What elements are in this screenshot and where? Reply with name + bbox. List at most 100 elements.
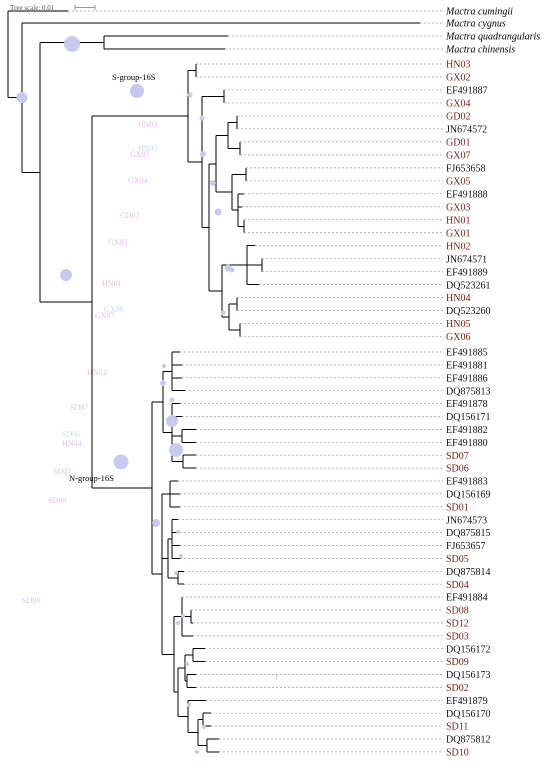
support-node-16 xyxy=(220,310,226,316)
support-node-20 xyxy=(176,530,180,534)
tip-label: HN03 xyxy=(446,60,470,71)
tip-label: GX02 xyxy=(446,73,470,84)
ghost-label: GX03 xyxy=(108,238,128,247)
ghost-label: HN03 xyxy=(138,120,158,129)
support-node-26 xyxy=(195,750,199,754)
tip-label: EF491882 xyxy=(446,425,488,436)
tip-label: GX01 xyxy=(446,228,470,239)
tip-label: DQ156171 xyxy=(446,412,490,423)
tip-label: GD02 xyxy=(446,112,470,123)
ghost-label: SD06 xyxy=(62,430,80,439)
support-node-15 xyxy=(187,92,193,98)
tip-label: SD06 xyxy=(446,464,469,475)
ghost-label: I xyxy=(275,673,278,682)
support-node-10 xyxy=(200,151,206,157)
ghost-label: HN02 xyxy=(87,368,107,377)
support-node-17 xyxy=(199,115,205,121)
tip-label: SD08 xyxy=(446,606,469,617)
support-node-2 xyxy=(64,36,80,52)
ghost-label: GD02 xyxy=(120,211,140,220)
support-node-9 xyxy=(152,519,160,527)
tip-label: GX05 xyxy=(446,176,470,187)
support-node-6 xyxy=(166,415,178,427)
tip-label: JN674573 xyxy=(446,515,487,526)
tip-label: HN01 xyxy=(446,215,470,226)
tree-scale-label: Tree scale: 0.01 xyxy=(10,4,55,12)
support-node-22 xyxy=(181,614,185,618)
branch-layer xyxy=(7,10,420,753)
support-node-19 xyxy=(169,397,175,403)
group-label-layer: S-group-16S N-group-16S xyxy=(69,72,156,483)
tip-label: SD03 xyxy=(446,631,469,642)
tip-label: EF491886 xyxy=(446,373,488,384)
ghost-label: HN01 xyxy=(102,279,122,288)
support-node-5 xyxy=(113,454,129,470)
tree-scale: Tree scale: 0.01 xyxy=(10,4,96,12)
tip-label: Mactra cumingii xyxy=(445,7,513,18)
tip-label: SD11 xyxy=(446,722,468,733)
ghost-label: GX04 xyxy=(128,176,148,185)
node-marker-layer xyxy=(16,36,235,754)
tip-label: Mactra quadrangularis xyxy=(445,32,540,43)
tip-label: DQ875813 xyxy=(446,386,490,397)
tip-label: EF491887 xyxy=(446,86,488,97)
tip-label: HN02 xyxy=(446,241,470,252)
support-node-25 xyxy=(202,725,206,729)
support-node-11 xyxy=(210,180,216,186)
tip-label: GD01 xyxy=(446,137,470,148)
tip-label: DQ523261 xyxy=(446,280,490,291)
tip-label: SD05 xyxy=(446,554,469,565)
tip-label: EF491879 xyxy=(446,696,488,707)
ghost-label: GX05 xyxy=(130,150,150,159)
support-node-21 xyxy=(174,571,178,575)
ghost-label: GX07 xyxy=(95,311,115,320)
tip-label: Mactra chinensis xyxy=(445,45,515,56)
support-node-27 xyxy=(176,621,180,625)
tip-label: EF491889 xyxy=(446,267,488,278)
support-node-28 xyxy=(179,554,183,558)
tip-label: GX04 xyxy=(446,99,470,110)
tip-label: JN674571 xyxy=(446,254,487,265)
tip-label: EF491885 xyxy=(446,348,488,359)
tip-label: EF491880 xyxy=(446,438,488,449)
support-node-3 xyxy=(60,269,72,281)
tip-label: SD10 xyxy=(446,748,469,759)
tip-label: SD12 xyxy=(446,619,469,630)
ghost-label: SD05 xyxy=(53,467,71,476)
ghost-label: SD08 xyxy=(48,496,66,505)
tip-label: GX06 xyxy=(446,332,470,343)
tip-label: SD01 xyxy=(446,502,469,513)
ghost-label: GX06 xyxy=(104,305,124,314)
tip-label: DQ156170 xyxy=(446,709,490,720)
ghost-label: HN05 xyxy=(138,144,158,153)
tip-label: HN05 xyxy=(446,319,470,330)
n-group-label: N-group-16S xyxy=(69,473,114,483)
support-node-18 xyxy=(162,364,166,368)
tip-label: EF491883 xyxy=(446,477,488,488)
ghost-label: HN04 xyxy=(62,439,82,448)
tip-label: HN04 xyxy=(446,293,470,304)
tip-label: SD04 xyxy=(446,580,469,591)
support-node-12 xyxy=(214,208,222,216)
tip-label: DQ875815 xyxy=(446,528,490,539)
tip-label: JN674572 xyxy=(446,125,487,136)
tip-label: DQ156173 xyxy=(446,670,490,681)
tip-label: GX03 xyxy=(446,202,470,213)
tip-label: SD02 xyxy=(446,683,469,694)
support-node-7 xyxy=(169,443,183,457)
tip-label: EF491878 xyxy=(446,399,488,410)
tip-label: DQ875814 xyxy=(446,567,490,578)
support-node-4 xyxy=(130,84,144,98)
tip-label: EF491881 xyxy=(446,361,488,372)
tip-label: DQ156172 xyxy=(446,644,490,655)
ghost-label: SD07 xyxy=(70,403,88,412)
tip-label: DQ875812 xyxy=(446,735,490,746)
support-node-0 xyxy=(16,92,28,104)
tip-label: DQ156169 xyxy=(446,490,490,501)
tip-label: EF491888 xyxy=(446,189,488,200)
tip-label: FJ653657 xyxy=(446,541,485,552)
ghost-label: SD09 xyxy=(22,596,40,605)
tip-label: GX07 xyxy=(446,150,470,161)
